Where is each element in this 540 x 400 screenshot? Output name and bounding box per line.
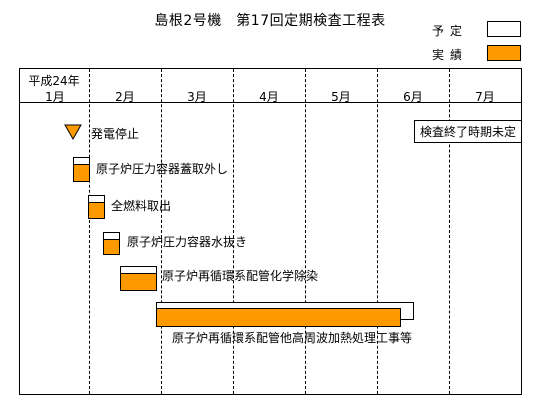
item-2-actual-bar bbox=[88, 202, 105, 219]
item-4-actual-bar bbox=[120, 273, 157, 291]
legend-plan-swatch bbox=[487, 21, 521, 37]
item-1-label: 原子炉圧力容器蓋取外し bbox=[96, 162, 229, 176]
month-label-may: 5月 bbox=[331, 90, 351, 104]
item-3-label: 原子炉圧力容器水抜き bbox=[127, 235, 248, 249]
month-label-apr: 4月 bbox=[259, 90, 279, 104]
year-label: 平成24年 bbox=[28, 74, 80, 88]
item-3-actual-bar bbox=[103, 239, 120, 255]
month-label-jul: 7月 bbox=[475, 90, 495, 104]
month-separator bbox=[377, 69, 378, 394]
item-2-label: 全燃料取出 bbox=[111, 199, 172, 213]
inspection-end-note: 検査終了時期未定 bbox=[414, 120, 523, 143]
item-5-label: 原子炉再循環系配管他高周波加熱処理工事等 bbox=[172, 331, 413, 345]
milestone-label: 発電停止 bbox=[91, 127, 140, 141]
item-5-actual-bar bbox=[156, 308, 401, 327]
month-separator bbox=[233, 69, 234, 394]
item-4-label: 原子炉再循環系配管化学除染 bbox=[162, 269, 319, 283]
header-divider bbox=[19, 102, 522, 103]
month-separator bbox=[449, 69, 450, 394]
month-label-mar: 3月 bbox=[187, 90, 207, 104]
item-1-actual-bar bbox=[73, 164, 90, 182]
month-separator bbox=[161, 69, 162, 394]
legend-plan-label: 予定 bbox=[432, 24, 469, 38]
month-label-jan: 1月 bbox=[45, 90, 65, 104]
legend-actual-swatch bbox=[487, 45, 521, 61]
month-label-jun: 6月 bbox=[403, 90, 423, 104]
month-separator bbox=[89, 69, 90, 394]
month-label-feb: 2月 bbox=[115, 90, 135, 104]
schedule-frame bbox=[19, 68, 522, 395]
month-separator bbox=[305, 69, 306, 394]
page-title: 島根2号機 第17回定期検査工程表 bbox=[154, 13, 386, 29]
inverted-triangle-icon bbox=[64, 124, 82, 141]
legend-actual-label: 実績 bbox=[432, 48, 469, 62]
